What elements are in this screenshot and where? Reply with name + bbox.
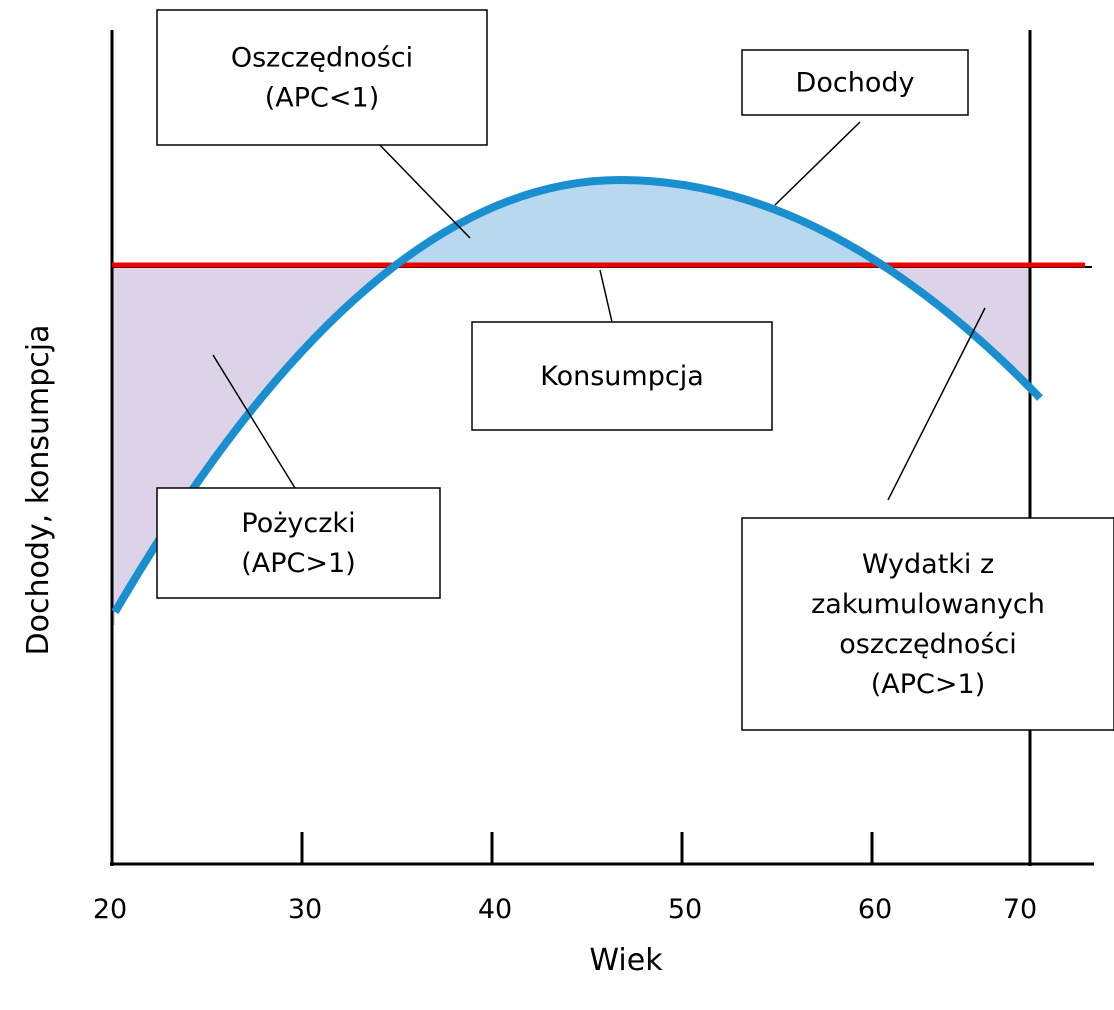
x-axis-label: Wiek xyxy=(589,943,663,978)
annotation-text: Konsumpcja xyxy=(540,361,704,392)
x-tick-label: 50 xyxy=(668,894,702,925)
annotation-box xyxy=(156,9,488,146)
annotation-text: oszczędności xyxy=(839,629,1017,660)
x-tick-label: 30 xyxy=(288,894,322,925)
x-tick-label: 20 xyxy=(93,894,127,925)
income-curve xyxy=(111,175,1043,615)
x-tick-marks xyxy=(300,832,874,864)
annotation-text: Oszczędności xyxy=(231,43,413,74)
annotation-text: (APC>1) xyxy=(871,669,985,700)
annotation-text: Pożyczki xyxy=(241,508,355,539)
annotation-text: zakumulowanych xyxy=(811,589,1045,620)
annotation-box xyxy=(741,517,1114,731)
annotation-box xyxy=(741,49,969,116)
x-tick-label: 60 xyxy=(858,894,892,925)
y-axis-label: Dochody, konsumpcja xyxy=(21,325,56,656)
annotation-box xyxy=(471,321,773,431)
annotation-text: Wydatki z xyxy=(862,549,994,580)
annotation-box xyxy=(156,487,441,599)
x-tick-label: 70 xyxy=(1003,894,1037,925)
pointers xyxy=(212,121,986,501)
annotation-text: (APC<1) xyxy=(265,83,379,114)
annotation-text: Dochody xyxy=(796,68,915,99)
annotation-text: (APC>1) xyxy=(241,548,355,579)
x-tick-label: 40 xyxy=(478,894,512,925)
